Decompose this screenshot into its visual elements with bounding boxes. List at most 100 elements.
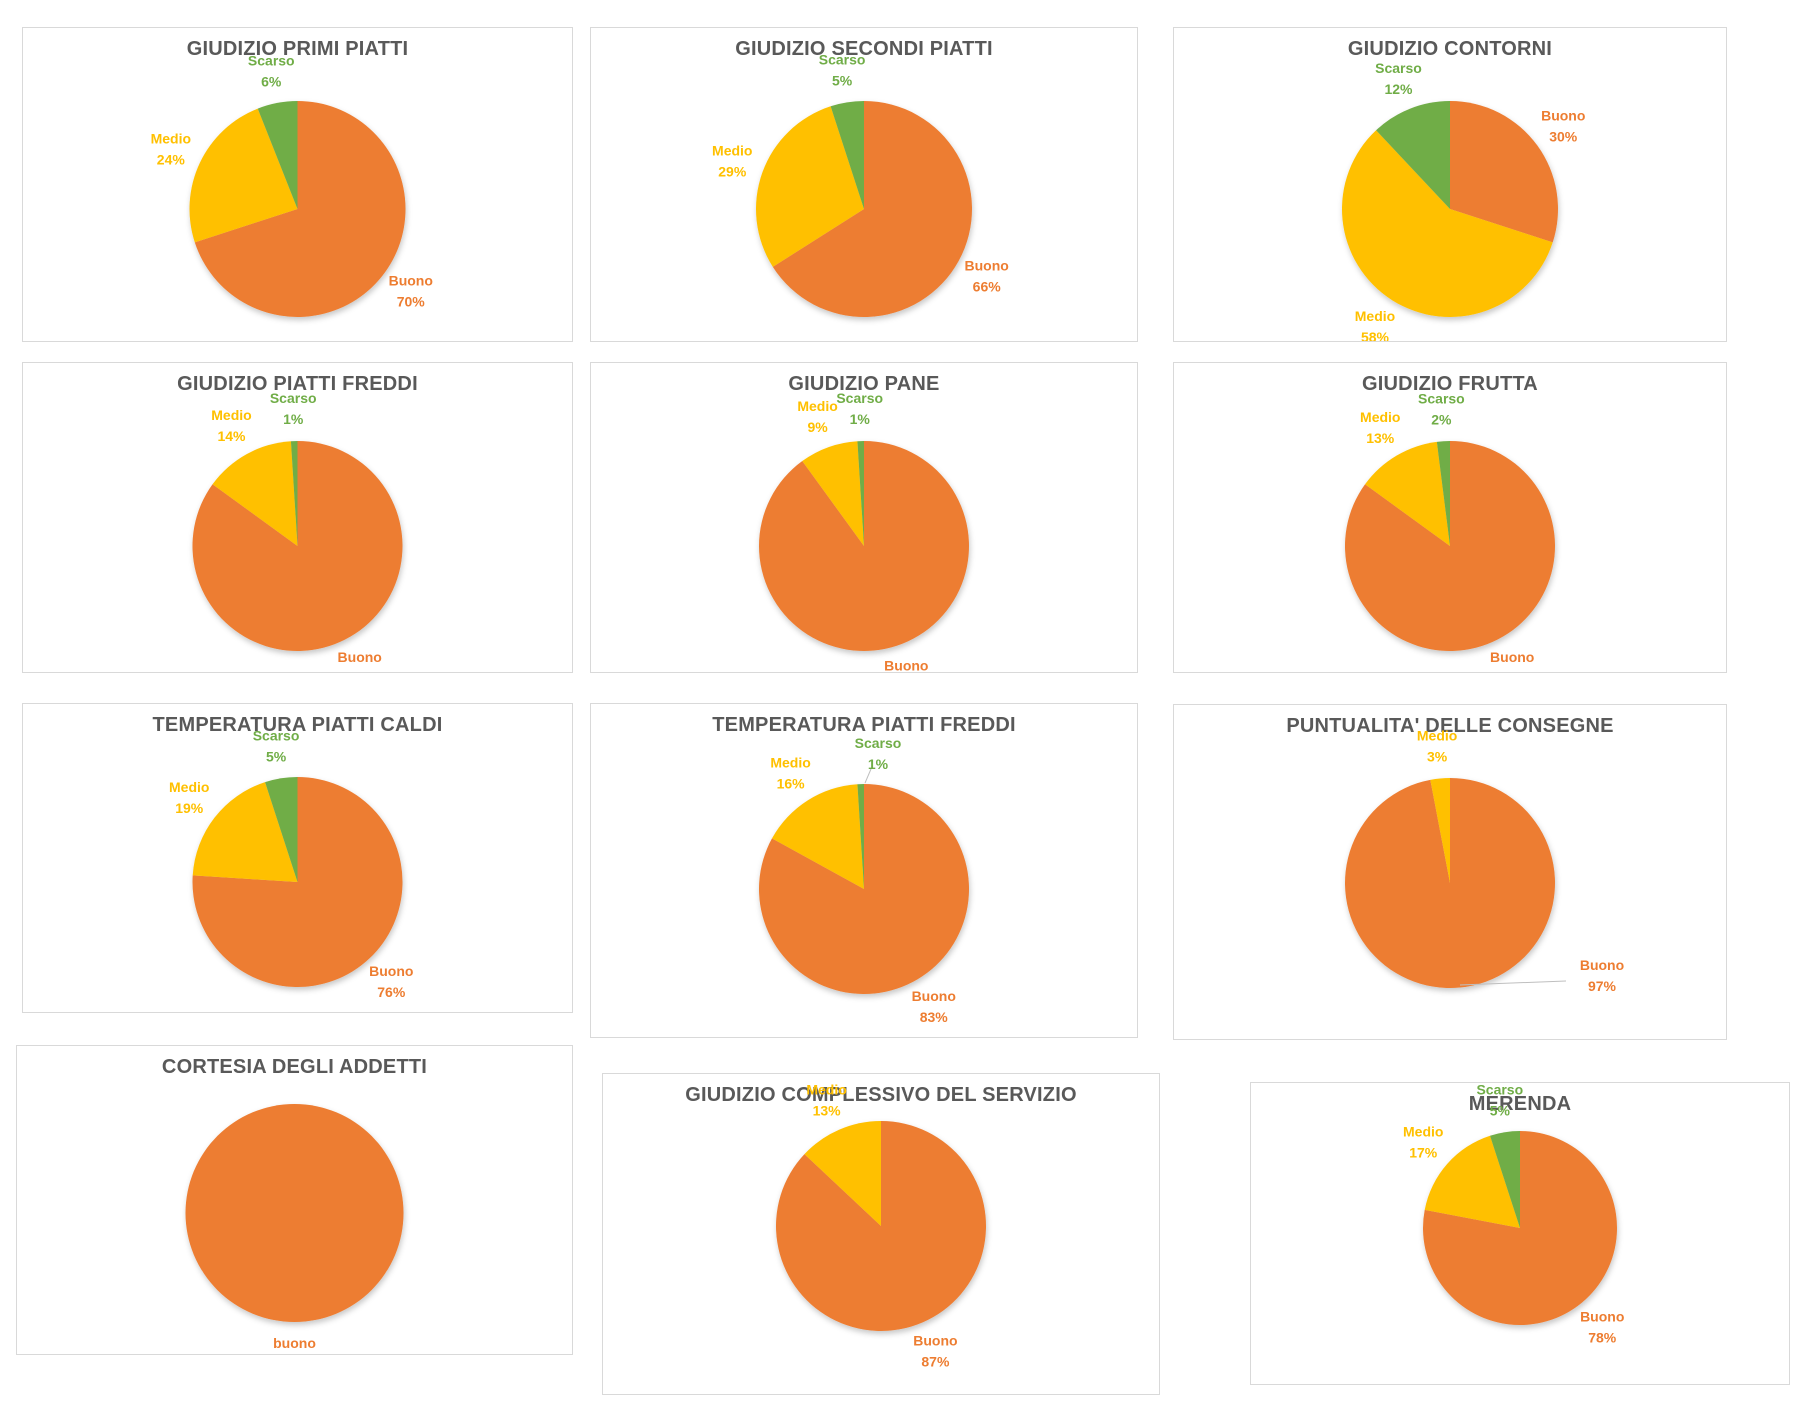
pie-slice-buono [775, 1121, 986, 1331]
pie-slice-medio [1424, 1135, 1520, 1228]
pie-slice-scarso [857, 784, 864, 889]
chart-title: MERENDA [1468, 1093, 1572, 1115]
label-leader-line [864, 768, 872, 784]
slice-label-medio: Medio 3% [1417, 728, 1457, 765]
pie-slice-medio [802, 441, 864, 546]
pie-slice-scarso [1490, 1131, 1520, 1228]
slice-label-scarso: Scarso 1% [836, 390, 883, 427]
chart-title: TEMPERATURA PIATTI FREDDI [712, 714, 1016, 736]
pie-slice-buono [1423, 1131, 1618, 1325]
chart-title: GIUDIZIO PANE [788, 373, 940, 395]
chart-title: GIUDIZIO COMPLESSIVO DEL SERVIZIO [685, 1084, 1077, 1106]
pie-slice-buono [192, 777, 403, 987]
pie-slice-buono [185, 1104, 404, 1322]
chart-title: TEMPERATURA PIATTI CALDI [152, 714, 443, 736]
chart-box-puntualita-delle-consegne[interactable]: PUNTUALITA' DELLE CONSEGNE Buono 97% Medio… [1173, 704, 1727, 1040]
slice-label-scarso: Scarso 1% [855, 735, 902, 772]
pie-slice-medio [1365, 441, 1450, 546]
chart-title: PUNTUALITA' DELLE CONSEGNE [1286, 715, 1614, 737]
pie-chart-giudizio-complessivo-del-servizio: Buono 87% Medio 13% [775, 1081, 986, 1370]
pie-slice-buono [192, 441, 403, 651]
chart-box-giudizio-contorni[interactable]: GIUDIZIO CONTORNI Buono 30% Medio 58% Scarso… [1173, 27, 1727, 342]
slice-label-buono: Buono 30% [1541, 108, 1585, 145]
pie-slice-scarso [265, 777, 298, 882]
pie-slice-medio [1341, 130, 1553, 318]
pie-slice-buono [772, 101, 972, 317]
chart-box-giudizio-complessivo-del-servizio[interactable]: GIUDIZIO COMPLESSIVO DEL SERVIZIO Buono 8… [602, 1073, 1160, 1395]
pie-chart-temperatura-piatti-freddi: Buono 83% Medio 16% Scarso 1% [759, 735, 970, 1025]
pie-slice-medio [189, 108, 298, 243]
pie-slice-medio [771, 784, 864, 889]
slice-label-buono: Buono85% [338, 649, 382, 672]
slice-label-scarso: Scarso 1% [270, 390, 317, 427]
pie-slice-buono [1344, 778, 1555, 988]
pie-chart-puntualita-delle-consegne: Buono 97% Medio 3% [1344, 728, 1624, 994]
pie-chart-cortesia-degli-addetti: buono100% [185, 1104, 404, 1354]
slice-label-buono: Buono 87% [913, 1333, 957, 1370]
slice-label-medio: Medio 9% [797, 398, 837, 435]
chart-title: GIUDIZIO CONTORNI [1347, 38, 1553, 60]
label-leader-line [1459, 980, 1567, 986]
pie-slice-buono [1344, 441, 1555, 651]
slice-label-buono: Buono90% [884, 657, 928, 672]
pie-slice-medio [192, 782, 298, 882]
chart-box-giudizio-primi-piatti[interactable]: GIUDIZIO PRIMI PIATTI Buono 70% Medio 24% Sc… [22, 27, 573, 342]
slice-label-medio: Medio 14% [211, 407, 251, 444]
pie-slice-medio [756, 106, 864, 267]
pie-slice-scarso [830, 101, 864, 209]
chart-title: GIUDIZIO PRIMI PIATTI [186, 38, 409, 60]
slice-label-scarso: Scarso 5% [253, 728, 300, 765]
slice-label-medio: Medio 24% [151, 130, 191, 167]
pie-slice-medio [1430, 778, 1450, 883]
slice-label-buono: Buono85% [1490, 649, 1534, 672]
slice-label-medio: Medio 17% [1403, 1124, 1443, 1161]
pie-chart-temperatura-piatti-caldi: Buono 76% Medio 19% Scarso 5% [169, 728, 413, 1000]
pie-slice-scarso [290, 441, 298, 546]
slice-label-buono: Buono 97% [1580, 957, 1624, 994]
pie-slice-medio [212, 441, 298, 546]
chart-box-temperatura-piatti-freddi[interactable]: TEMPERATURA PIATTI FREDDI Buono 83% Medio 1… [590, 703, 1138, 1038]
pie-slice-scarso [1376, 101, 1450, 209]
slice-label-scarso: Scarso 6% [248, 52, 295, 89]
slice-label-buono: Buono 70% [389, 272, 433, 309]
chart-title: GIUDIZIO PIATTI FREDDI [177, 373, 418, 395]
slice-label-scarso: Scarso 5% [1476, 1083, 1523, 1119]
chart-box-merenda[interactable]: MERENDA Buono 78% Medio 17% Scarso 5% [1250, 1082, 1790, 1385]
pie-slice-buono [1450, 101, 1558, 243]
pie-slice-scarso [257, 100, 298, 209]
slice-label-medio: Medio 13% [806, 1081, 846, 1118]
pie-chart-giudizio-contorni: Buono 30% Medio 58% Scarso 12% [1341, 60, 1585, 341]
chart-title: GIUDIZIO SECONDI PIATTI [735, 38, 993, 60]
chart-box-giudizio-secondi-piatti[interactable]: GIUDIZIO SECONDI PIATTI Buono 66% Medio 29%… [590, 27, 1138, 342]
pie-chart-giudizio-primi-piatti: Buono 70% Medio 24% Scarso 6% [151, 52, 433, 317]
slice-label-medio: Medio 19% [169, 779, 209, 816]
slice-label-medio: Medio 16% [770, 754, 810, 791]
pie-slice-medio [804, 1121, 881, 1226]
chart-box-cortesia-degli-addetti[interactable]: CORTESIA DEGLI ADDETTI buono100% [16, 1045, 573, 1355]
slice-label-medio: Medio 58% [1355, 308, 1395, 341]
slice-label-buono: Buono 76% [369, 963, 413, 1000]
pie-slice-buono [758, 441, 969, 651]
slice-label-buono: Buono 78% [1580, 1308, 1624, 1345]
slice-label-buono: Buono 66% [965, 257, 1009, 294]
pie-slice-scarso [857, 441, 864, 546]
pie-slice-buono [194, 101, 406, 317]
slice-label-medio: Medio 13% [1360, 409, 1400, 446]
slice-label-medio: Medio 29% [712, 143, 752, 180]
chart-title: GIUDIZIO FRUTTA [1362, 373, 1538, 395]
slice-label-buono: buono100% [273, 1335, 316, 1354]
pie-chart-giudizio-secondi-piatti: Buono 66% Medio 29% Scarso 5% [712, 52, 1009, 317]
chart-title: CORTESIA DEGLI ADDETTI [161, 1056, 428, 1078]
chart-box-temperatura-piatti-caldi[interactable]: TEMPERATURA PIATTI CALDI Buono 76% Medio 19… [22, 703, 573, 1013]
pie-slice-scarso [1436, 441, 1450, 546]
pie-slice-buono [759, 784, 970, 994]
slice-label-buono: Buono 83% [912, 988, 956, 1025]
slice-label-scarso: Scarso 12% [1375, 60, 1422, 97]
